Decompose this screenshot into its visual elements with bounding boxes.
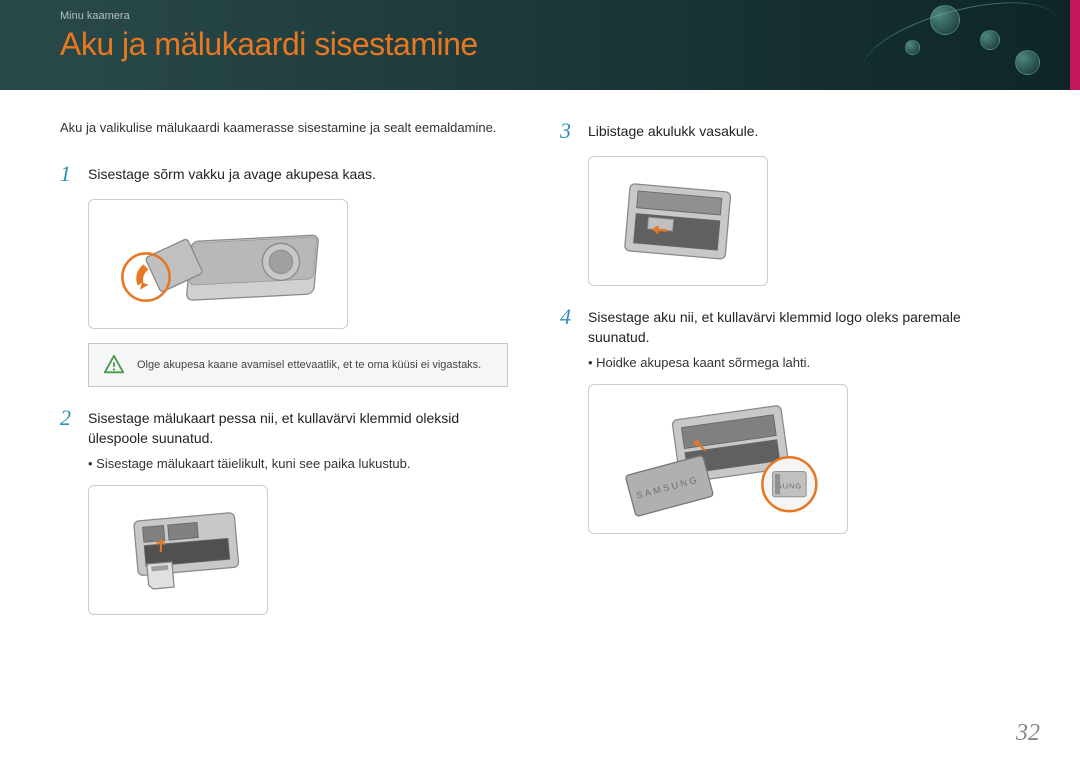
- left-column: Aku ja valikulise mälukaardi kaamerasse …: [60, 120, 520, 635]
- step-2-illustration: [88, 485, 268, 615]
- caution-text: Olge akupesa kaane avamisel ettevaatlik,…: [137, 359, 481, 371]
- battery-insert-icon: SAMSUNG SUNG: [608, 396, 827, 522]
- step-number: 1: [60, 163, 78, 185]
- memory-card-insert-icon: [102, 496, 253, 605]
- warning-icon: [103, 354, 125, 376]
- right-column: 3 Libistage akulukk vasakule. 4 Sisestag…: [560, 120, 1020, 635]
- step-text: Sisestage sõrm vakku ja avage akupesa ka…: [88, 163, 376, 185]
- step-1: 1 Sisestage sõrm vakku ja avage akupesa …: [60, 163, 520, 387]
- step-3-illustration: [588, 156, 768, 286]
- content-area: Aku ja valikulise mälukaardi kaamerasse …: [0, 90, 1080, 635]
- pink-accent-bar: [1070, 0, 1080, 90]
- caution-box: Olge akupesa kaane avamisel ettevaatlik,…: [88, 343, 508, 387]
- page-header: Minu kaamera Aku ja mälukaardi sisestami…: [0, 0, 1080, 90]
- step-number: 2: [60, 407, 78, 429]
- step-number: 3: [560, 120, 578, 142]
- page-number: 32: [1016, 720, 1040, 747]
- step-2-sub: Sisestage mälukaart täielikult, kuni see…: [88, 456, 520, 471]
- step-text: Sisestage mälukaart pessa nii, et kullav…: [88, 407, 520, 448]
- intro-text: Aku ja valikulise mälukaardi kaamerasse …: [60, 120, 520, 135]
- step-4-sub: Hoidke akupesa kaant sõrmega lahti.: [588, 355, 1020, 370]
- step-4-illustration: SAMSUNG SUNG: [588, 384, 848, 534]
- step-number: 4: [560, 306, 578, 328]
- step-3: 3 Libistage akulukk vasakule.: [560, 120, 1020, 286]
- slide-lock-icon: [602, 167, 753, 276]
- step-1-illustration: [88, 199, 348, 329]
- svg-text:SUNG: SUNG: [777, 482, 802, 491]
- step-2: 2 Sisestage mälukaart pessa nii, et kull…: [60, 407, 520, 615]
- step-text: Sisestage aku nii, et kullavärvi klemmid…: [588, 306, 1020, 347]
- header-decoration: [780, 0, 1080, 90]
- camera-open-cover-icon: [108, 210, 327, 319]
- step-4: 4 Sisestage aku nii, et kullavärvi klemm…: [560, 306, 1020, 534]
- step-text: Libistage akulukk vasakule.: [588, 120, 758, 142]
